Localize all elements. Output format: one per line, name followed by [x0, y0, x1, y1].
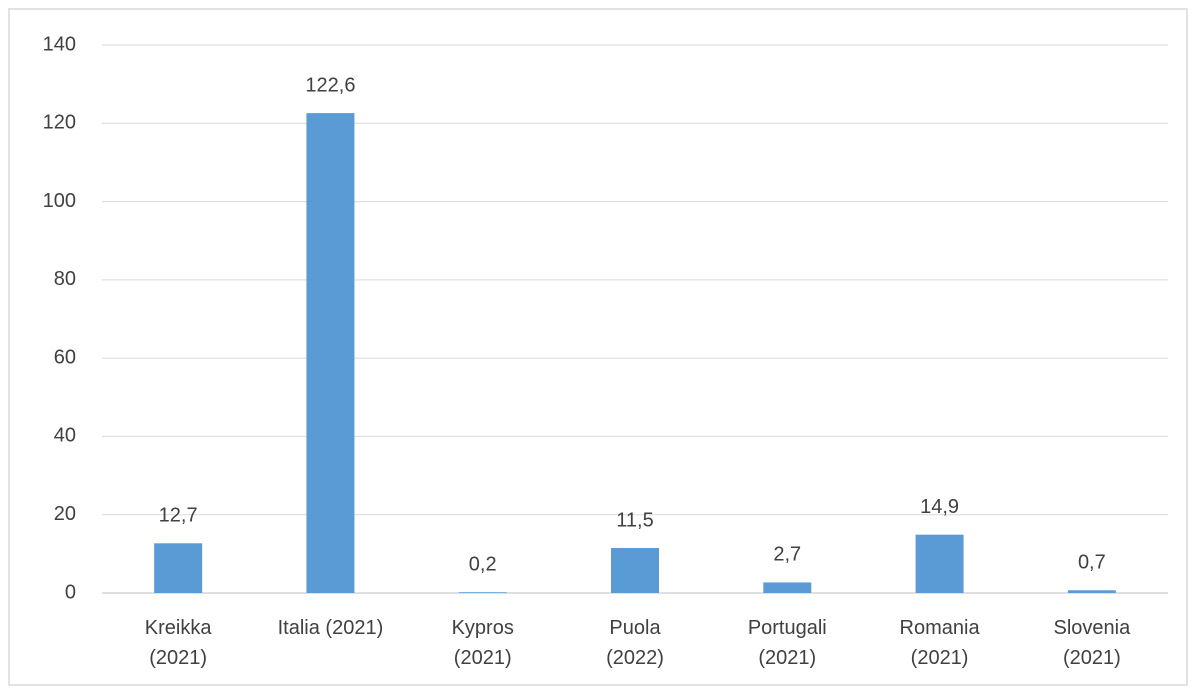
y-tick-label: 40 — [54, 425, 76, 447]
bar — [1067, 590, 1116, 593]
value-label: 12,7 — [159, 505, 198, 527]
value-label: 2,7 — [773, 544, 801, 566]
y-tick-label: 120 — [43, 112, 76, 134]
y-tick-label: 80 — [54, 268, 76, 290]
x-tick-label: Puola (2022) — [606, 617, 664, 669]
bar — [915, 534, 964, 593]
bar — [458, 592, 507, 593]
y-tick-label: 140 — [43, 33, 76, 55]
value-label: 0,2 — [469, 553, 497, 575]
y-tick-label: 0 — [65, 581, 76, 603]
x-tick-label: Kypros (2021) — [451, 617, 514, 669]
value-label: 0,7 — [1078, 552, 1106, 574]
y-tick-label: 100 — [43, 190, 76, 212]
chart-frame — [8, 8, 1188, 686]
value-label: 14,9 — [920, 496, 959, 518]
x-tick-label: Romania (2021) — [899, 617, 980, 669]
bar — [306, 113, 355, 593]
value-label: 11,5 — [616, 509, 653, 531]
y-tick-label: 60 — [54, 346, 76, 368]
y-tick-label: 20 — [54, 503, 76, 525]
bar — [154, 543, 203, 593]
x-tick-label: Slovenia (2021) — [1053, 617, 1131, 669]
x-tick-label: Italia (2021) — [277, 617, 384, 639]
bar — [763, 582, 812, 593]
x-tick-label: Kreikka (2021) — [144, 617, 212, 669]
bar — [611, 547, 659, 593]
value-label: 122,6 — [305, 74, 355, 96]
x-tick-label: Portugali (2021) — [747, 617, 827, 669]
